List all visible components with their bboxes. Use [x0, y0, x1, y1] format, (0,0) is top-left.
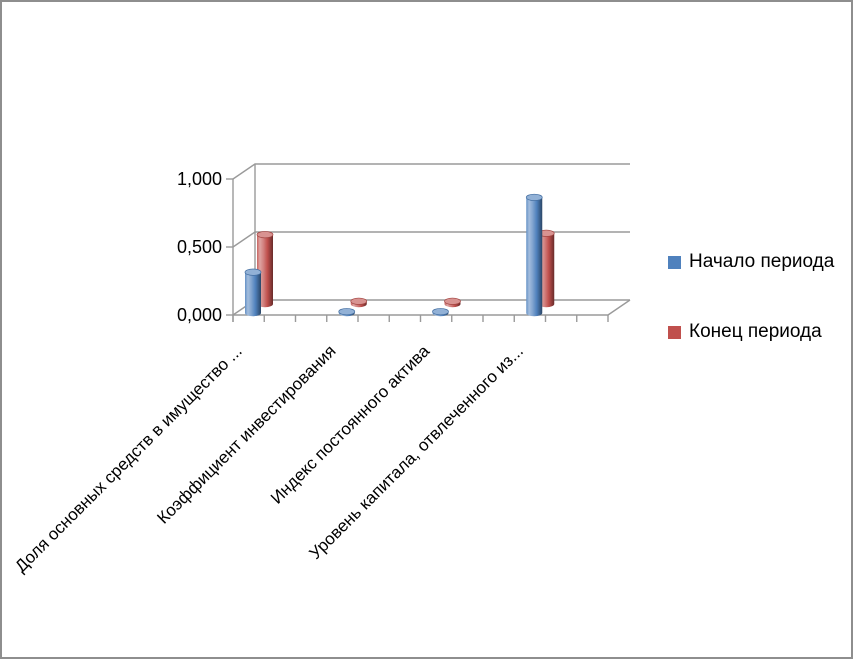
gridline — [232, 299, 630, 316]
gridline — [232, 163, 630, 180]
gridlines-layer — [232, 163, 631, 316]
bar-cylinder-top — [244, 268, 262, 276]
y-axis-tick-label: 1,000 — [177, 169, 222, 189]
bar-cylinder — [245, 272, 261, 317]
category-label: Уровень капитала, отвлеченного из... — [305, 341, 527, 563]
bar-cylinder-top — [338, 308, 356, 316]
floor-edge — [233, 299, 631, 316]
bar-cylinder-top — [432, 308, 449, 316]
y-axis-tick-label: 0,500 — [177, 237, 222, 257]
bar-cylinder-top — [525, 193, 543, 201]
legend-item: Конец периода — [668, 321, 848, 342]
legend-swatch — [668, 255, 681, 269]
category-label: Коэффициент инвестирования — [153, 341, 339, 527]
gridline — [232, 231, 630, 248]
y-axis-tick-label: 0,000 — [177, 305, 222, 325]
bar-cylinder-top — [444, 297, 461, 305]
legend-swatch — [668, 325, 681, 339]
legend-label: Конец периода — [689, 321, 822, 342]
bar-cylinder — [526, 197, 543, 317]
legend-label: Начало периода — [689, 251, 835, 272]
bar-cylinder-top — [350, 297, 368, 305]
legend-item: Начало периода — [668, 251, 848, 272]
bar-cylinder-top — [256, 231, 274, 239]
bars-layer — [244, 193, 555, 317]
axes-layer — [226, 178, 609, 322]
category-label: Индекс постоянного актива — [267, 341, 434, 508]
